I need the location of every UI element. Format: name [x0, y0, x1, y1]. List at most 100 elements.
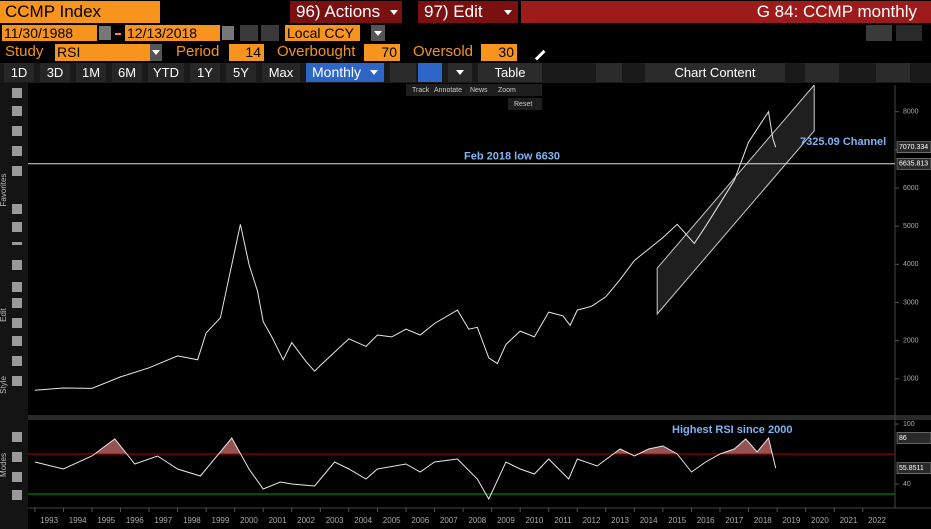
y-tick-label: 1000 [903, 376, 919, 383]
value-tag [896, 157, 931, 170]
x-tick-label: 2018 [754, 516, 772, 525]
x-tick-label: 2001 [269, 516, 287, 525]
ticker-field[interactable]: CCMP Index [0, 1, 160, 23]
x-tick-label: 2006 [411, 516, 429, 525]
calendar-icon[interactable] [222, 26, 234, 40]
x-tick-label: 2013 [611, 516, 629, 525]
edit-label: 97) Edit [424, 2, 483, 21]
currency-field[interactable]: Local CCY [285, 25, 360, 41]
low-line-label: Feb 2018 low 6630 [464, 151, 560, 163]
start-date[interactable]: 11/30/1988 [2, 25, 97, 41]
value-tag-label: 7070.334 [899, 144, 928, 151]
next-button[interactable] [261, 25, 279, 41]
x-tick-label: 2016 [697, 516, 715, 525]
line-icon[interactable] [390, 63, 416, 82]
x-tick-label: 2011 [554, 516, 572, 525]
x-tick-label: 2010 [526, 516, 544, 525]
overbought-field[interactable]: 70 [364, 44, 400, 61]
x-tick-label: 1994 [69, 516, 87, 525]
x-tick-label: 1998 [183, 516, 201, 525]
prev-button[interactable] [240, 25, 258, 41]
redo-button[interactable] [896, 25, 922, 41]
x-tick-label: 2007 [440, 516, 458, 525]
period-button[interactable]: 3D [40, 63, 70, 82]
caret [390, 10, 398, 15]
caret [456, 70, 464, 75]
x-tick-label: 2002 [297, 516, 315, 525]
rsi-line [34, 437, 777, 501]
period-field[interactable]: 14 [229, 44, 264, 61]
period-label: Period [176, 43, 220, 60]
x-tick-label: 2022 [868, 516, 886, 525]
window-title: G 84: CCMP monthly [521, 1, 931, 23]
style-dropdown[interactable] [448, 63, 472, 82]
settings-button[interactable] [876, 63, 910, 82]
reset-bar [508, 98, 542, 110]
date-dash [114, 25, 122, 41]
calendar-icon[interactable] [99, 26, 111, 40]
caret [152, 50, 160, 55]
value-tag [896, 462, 931, 474]
caret [504, 10, 512, 15]
study-dropdown[interactable] [150, 44, 162, 61]
period-button[interactable]: 1D [4, 63, 34, 82]
chart-tool: Zoom [498, 87, 516, 94]
actions-label: 96) Actions [296, 2, 381, 21]
y-tick-label: 2000 [903, 338, 919, 345]
x-tick-label: 2021 [840, 516, 858, 525]
period-button[interactable]: 1Y [190, 63, 220, 82]
overbought-fill [34, 438, 776, 454]
x-tick-label: 2003 [326, 516, 344, 525]
overbought-label: Overbought [277, 43, 356, 60]
chart-tools [406, 84, 542, 110]
period-button[interactable]: 5Y [226, 63, 256, 82]
value-tag [896, 141, 931, 153]
caret [374, 31, 382, 36]
period-button[interactable]: Max [262, 63, 300, 82]
study-field[interactable]: RSI [55, 44, 150, 61]
actions-menu[interactable]: 96) Actions [290, 1, 402, 23]
study-label: Study [5, 43, 44, 60]
chart-content-button[interactable]: Chart Content [645, 63, 785, 82]
y-tick-label: 40 [903, 481, 911, 488]
side-label: Edit [0, 307, 8, 322]
x-tick-label: 2017 [725, 516, 743, 525]
x-tick-label: 2008 [468, 516, 486, 525]
currency-dropdown[interactable] [371, 25, 385, 41]
undo-button[interactable] [866, 25, 892, 41]
panel-separator [28, 415, 931, 420]
period-button[interactable]: 6M [112, 63, 142, 82]
x-tick-label: 2000 [240, 516, 258, 525]
collapse-button[interactable] [596, 63, 622, 82]
y-tick-label: 4000 [903, 261, 919, 268]
value-tag-label: 86 [899, 435, 907, 442]
oversold-field[interactable]: 30 [481, 44, 517, 61]
edit-menu[interactable]: 97) Edit [418, 1, 518, 23]
rsi-annotation: Highest RSI since 2000 [672, 424, 792, 436]
x-tick-label: 1996 [126, 516, 144, 525]
edit-chart-button[interactable] [805, 63, 839, 82]
value-tag-label: 55.8511 [899, 465, 924, 472]
y-tick-label: 3000 [903, 299, 919, 306]
x-tick-label: 2019 [782, 516, 800, 525]
tools-bar [406, 84, 542, 96]
chart-tool: Track [412, 87, 430, 94]
side-label: Favorites [0, 174, 8, 207]
frequency-label: Monthly [312, 64, 362, 80]
period-button[interactable]: YTD [148, 63, 184, 82]
channel [656, 85, 815, 316]
x-tick-label: 2009 [497, 516, 515, 525]
x-tick-label: 2014 [640, 516, 658, 525]
table-button[interactable]: Table [478, 63, 542, 82]
end-date[interactable]: 12/13/2018 [125, 25, 220, 41]
x-tick-label: 1997 [154, 516, 172, 525]
period-button[interactable]: 1M [76, 63, 106, 82]
reset-tool: Reset [514, 101, 532, 108]
y-tick-label: 6000 [903, 185, 919, 192]
bar-icon[interactable] [418, 63, 442, 82]
frequency-menu[interactable]: Monthly [306, 63, 384, 82]
y-tick-label: 8000 [903, 109, 919, 116]
x-tick-label: 1999 [212, 516, 230, 525]
x-tick-label: 2005 [383, 516, 401, 525]
